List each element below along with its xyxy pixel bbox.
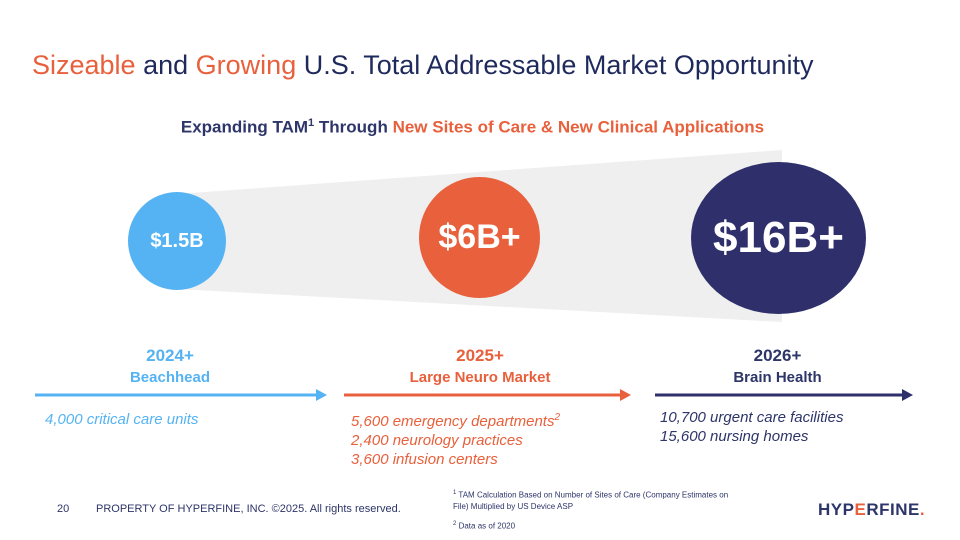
timeline-arrow-1 <box>35 389 327 401</box>
site-item: 10,700 urgent care facilities <box>660 409 844 426</box>
site-item: 15,600 nursing homes <box>660 428 809 445</box>
site-item: 3,600 infusion centers <box>351 451 498 468</box>
subtitle: Expanding TAM1 Through New Sites of Care… <box>0 117 945 138</box>
timeline-arrow-3 <box>655 389 913 401</box>
title-rest: U.S. Total Addressable Market Opportunit… <box>303 50 814 80</box>
title-word-and: and <box>143 50 189 80</box>
stage-name: Brain Health <box>733 369 822 386</box>
sites-list-2024: 4,000 critical care units <box>45 410 198 429</box>
tam-circle-2026: $16B+ <box>691 162 866 314</box>
tam-circle-2024: $1.5B <box>128 192 226 290</box>
stage-year: 2025+ <box>456 346 504 365</box>
site-item: 4,000 critical care units <box>45 411 199 428</box>
stage-2026: 2026+ Brain Health <box>695 346 860 386</box>
page-number: 20 <box>57 503 70 515</box>
site-item: 5,600 emergency departments2 <box>351 412 561 430</box>
stage-year: 2026+ <box>753 346 802 365</box>
title-word-growing: Growing <box>195 50 297 80</box>
footnote-ref: 2 <box>554 412 561 423</box>
footnote-2: 2 Data as of 2020 <box>453 521 516 531</box>
tam-value-2024: $1.5B <box>150 229 204 252</box>
sites-list-2026: 10,700 urgent care facilities 15,600 nur… <box>660 408 843 446</box>
site-item: 2,400 neurology practices <box>351 432 523 449</box>
hyperfine-logo: HYPERFINE. <box>818 500 926 519</box>
stage-name: Beachhead <box>129 369 211 386</box>
stage-year: 2024+ <box>146 346 194 365</box>
tam-circle-2025: $6B+ <box>419 177 540 298</box>
timeline-arrow-2 <box>344 389 631 401</box>
subtitle-accent: New Sites of Care & New Clinical Applica… <box>392 117 765 137</box>
subtitle-mid: Through <box>318 117 388 137</box>
title-word-sizeable: Sizeable <box>32 50 136 80</box>
tam-value-2026: $16B+ <box>713 213 844 262</box>
subtitle-footnote-ref: 1 <box>308 117 315 129</box>
stage-2024: 2024+ Beachhead <box>100 346 240 386</box>
footnote-1: 1 TAM Calculation Based on Number of Sit… <box>453 490 729 511</box>
stage-2025: 2025+ Large Neuro Market <box>380 346 580 386</box>
page-title: Sizeable and Growing U.S. Total Addressa… <box>32 50 814 81</box>
copyright-notice: PROPERTY OF HYPERFINE, INC. ©2025. All r… <box>96 503 401 515</box>
stage-name: Large Neuro Market <box>409 369 551 386</box>
subtitle-lead: Expanding TAM <box>180 117 309 137</box>
tam-value-2025: $6B+ <box>438 218 521 256</box>
sites-list-2025: 5,600 emergency departments2 2,400 neuro… <box>351 408 560 469</box>
